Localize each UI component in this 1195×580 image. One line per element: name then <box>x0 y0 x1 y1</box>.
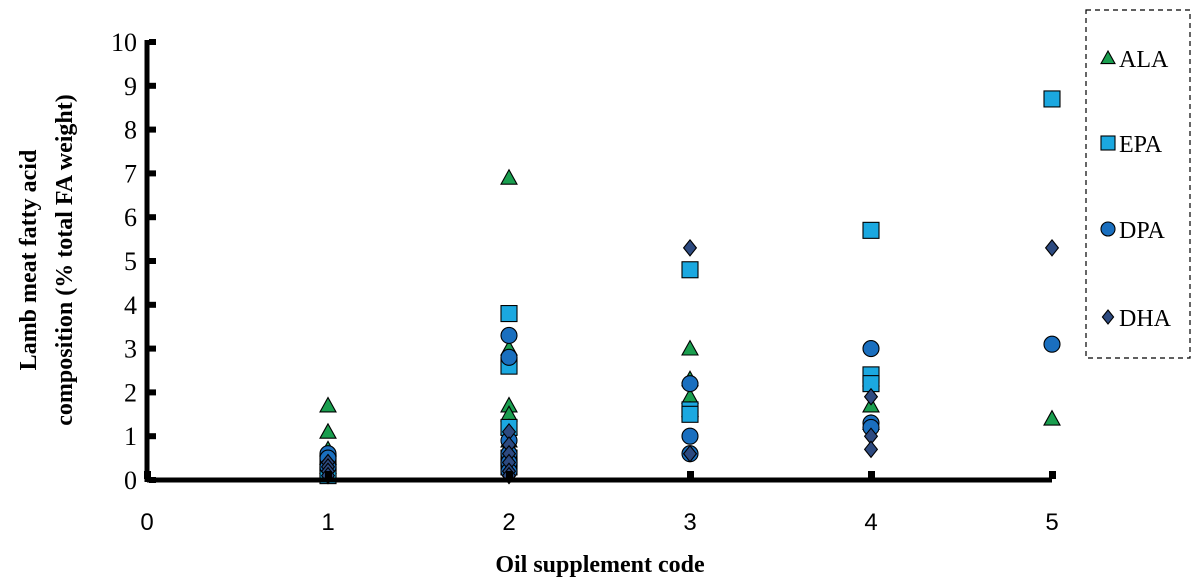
y-tick-mark <box>149 477 156 483</box>
dpa-point <box>862 340 880 358</box>
y-tick-label: 2 <box>124 378 137 407</box>
y-tick-label: 4 <box>124 291 137 320</box>
legend-marker-dha <box>1101 309 1115 325</box>
ala-point <box>319 396 337 413</box>
dha-point <box>863 440 879 459</box>
x-tick-mark <box>868 471 875 479</box>
x-tick-label: 1 <box>321 509 334 536</box>
legend-box <box>1085 9 1191 359</box>
y-tick-label: 3 <box>124 335 137 364</box>
legend-marker-dpa <box>1100 221 1116 237</box>
y-axis-title-line-2: composition (% total FA weight) <box>52 94 78 426</box>
y-tick-mark <box>149 82 156 89</box>
y-tick-label: 1 <box>124 422 137 451</box>
x-axis-title: Oil supplement code <box>495 552 705 578</box>
y-tick-mark <box>149 258 156 264</box>
x-tick-mark <box>144 471 151 479</box>
y-tick-label: 0 <box>124 466 137 495</box>
epa-point <box>862 221 880 239</box>
x-tick-label: 4 <box>864 509 877 536</box>
ala-point <box>1043 409 1061 426</box>
dpa-point <box>500 326 518 345</box>
legend-marker-epa <box>1100 135 1116 151</box>
legend: ALA EPA DPA DHA <box>1100 47 1172 332</box>
tick-labels: 0 1 2 3 4 5 6 7 8 9 10 0 1 2 3 4 5 <box>111 28 1059 536</box>
legend-label-dpa: DPA <box>1119 218 1165 244</box>
ala-point <box>319 422 337 439</box>
x-tick-label: 3 <box>683 509 696 536</box>
dha-point <box>863 387 879 406</box>
legend-label-epa: EPA <box>1119 132 1163 158</box>
y-tick-label: 5 <box>124 247 137 276</box>
y-tick-label: 10 <box>111 28 137 57</box>
dpa-point <box>681 427 699 445</box>
y-tick-mark <box>149 170 156 177</box>
x-tick-label: 0 <box>140 509 153 536</box>
y-tick-label: 7 <box>124 159 137 188</box>
axes <box>144 39 1056 483</box>
x-tick-label: 2 <box>502 509 515 536</box>
y-tick-label: 8 <box>124 116 137 145</box>
legend-label-ala: ALA <box>1119 47 1169 73</box>
legend-label-dha: DHA <box>1119 306 1172 332</box>
y-tick-label: 6 <box>124 203 137 232</box>
y-tick-mark <box>149 389 156 396</box>
x-tick-mark <box>1049 471 1056 479</box>
epa-point <box>681 405 699 423</box>
y-tick-mark <box>149 345 156 352</box>
legend-marker-ala <box>1100 49 1116 65</box>
epa-point <box>681 261 699 279</box>
dha-point <box>1044 238 1060 257</box>
x-tick-mark <box>325 471 332 479</box>
y-tick-mark <box>149 301 156 308</box>
epa-point <box>1043 90 1061 108</box>
y-axis-title-line-1: Lamb meat fatty acid <box>16 149 42 370</box>
data-points <box>319 90 1061 485</box>
y-tick-mark <box>149 39 156 45</box>
dha-point <box>682 444 698 463</box>
ala-point <box>500 168 518 185</box>
y-tick-mark <box>149 433 156 440</box>
y-tick-label: 9 <box>124 72 137 101</box>
dpa-point <box>1043 335 1061 353</box>
y-tick-mark <box>149 214 156 221</box>
x-tick-mark <box>506 471 513 479</box>
ala-point <box>681 339 699 356</box>
y-tick-mark <box>149 126 156 133</box>
epa-point <box>500 305 518 323</box>
dpa-point <box>681 375 699 393</box>
x-tick-mark <box>687 471 694 479</box>
dha-point <box>682 238 698 257</box>
dpa-point <box>500 348 518 366</box>
x-tick-label: 5 <box>1045 509 1058 536</box>
